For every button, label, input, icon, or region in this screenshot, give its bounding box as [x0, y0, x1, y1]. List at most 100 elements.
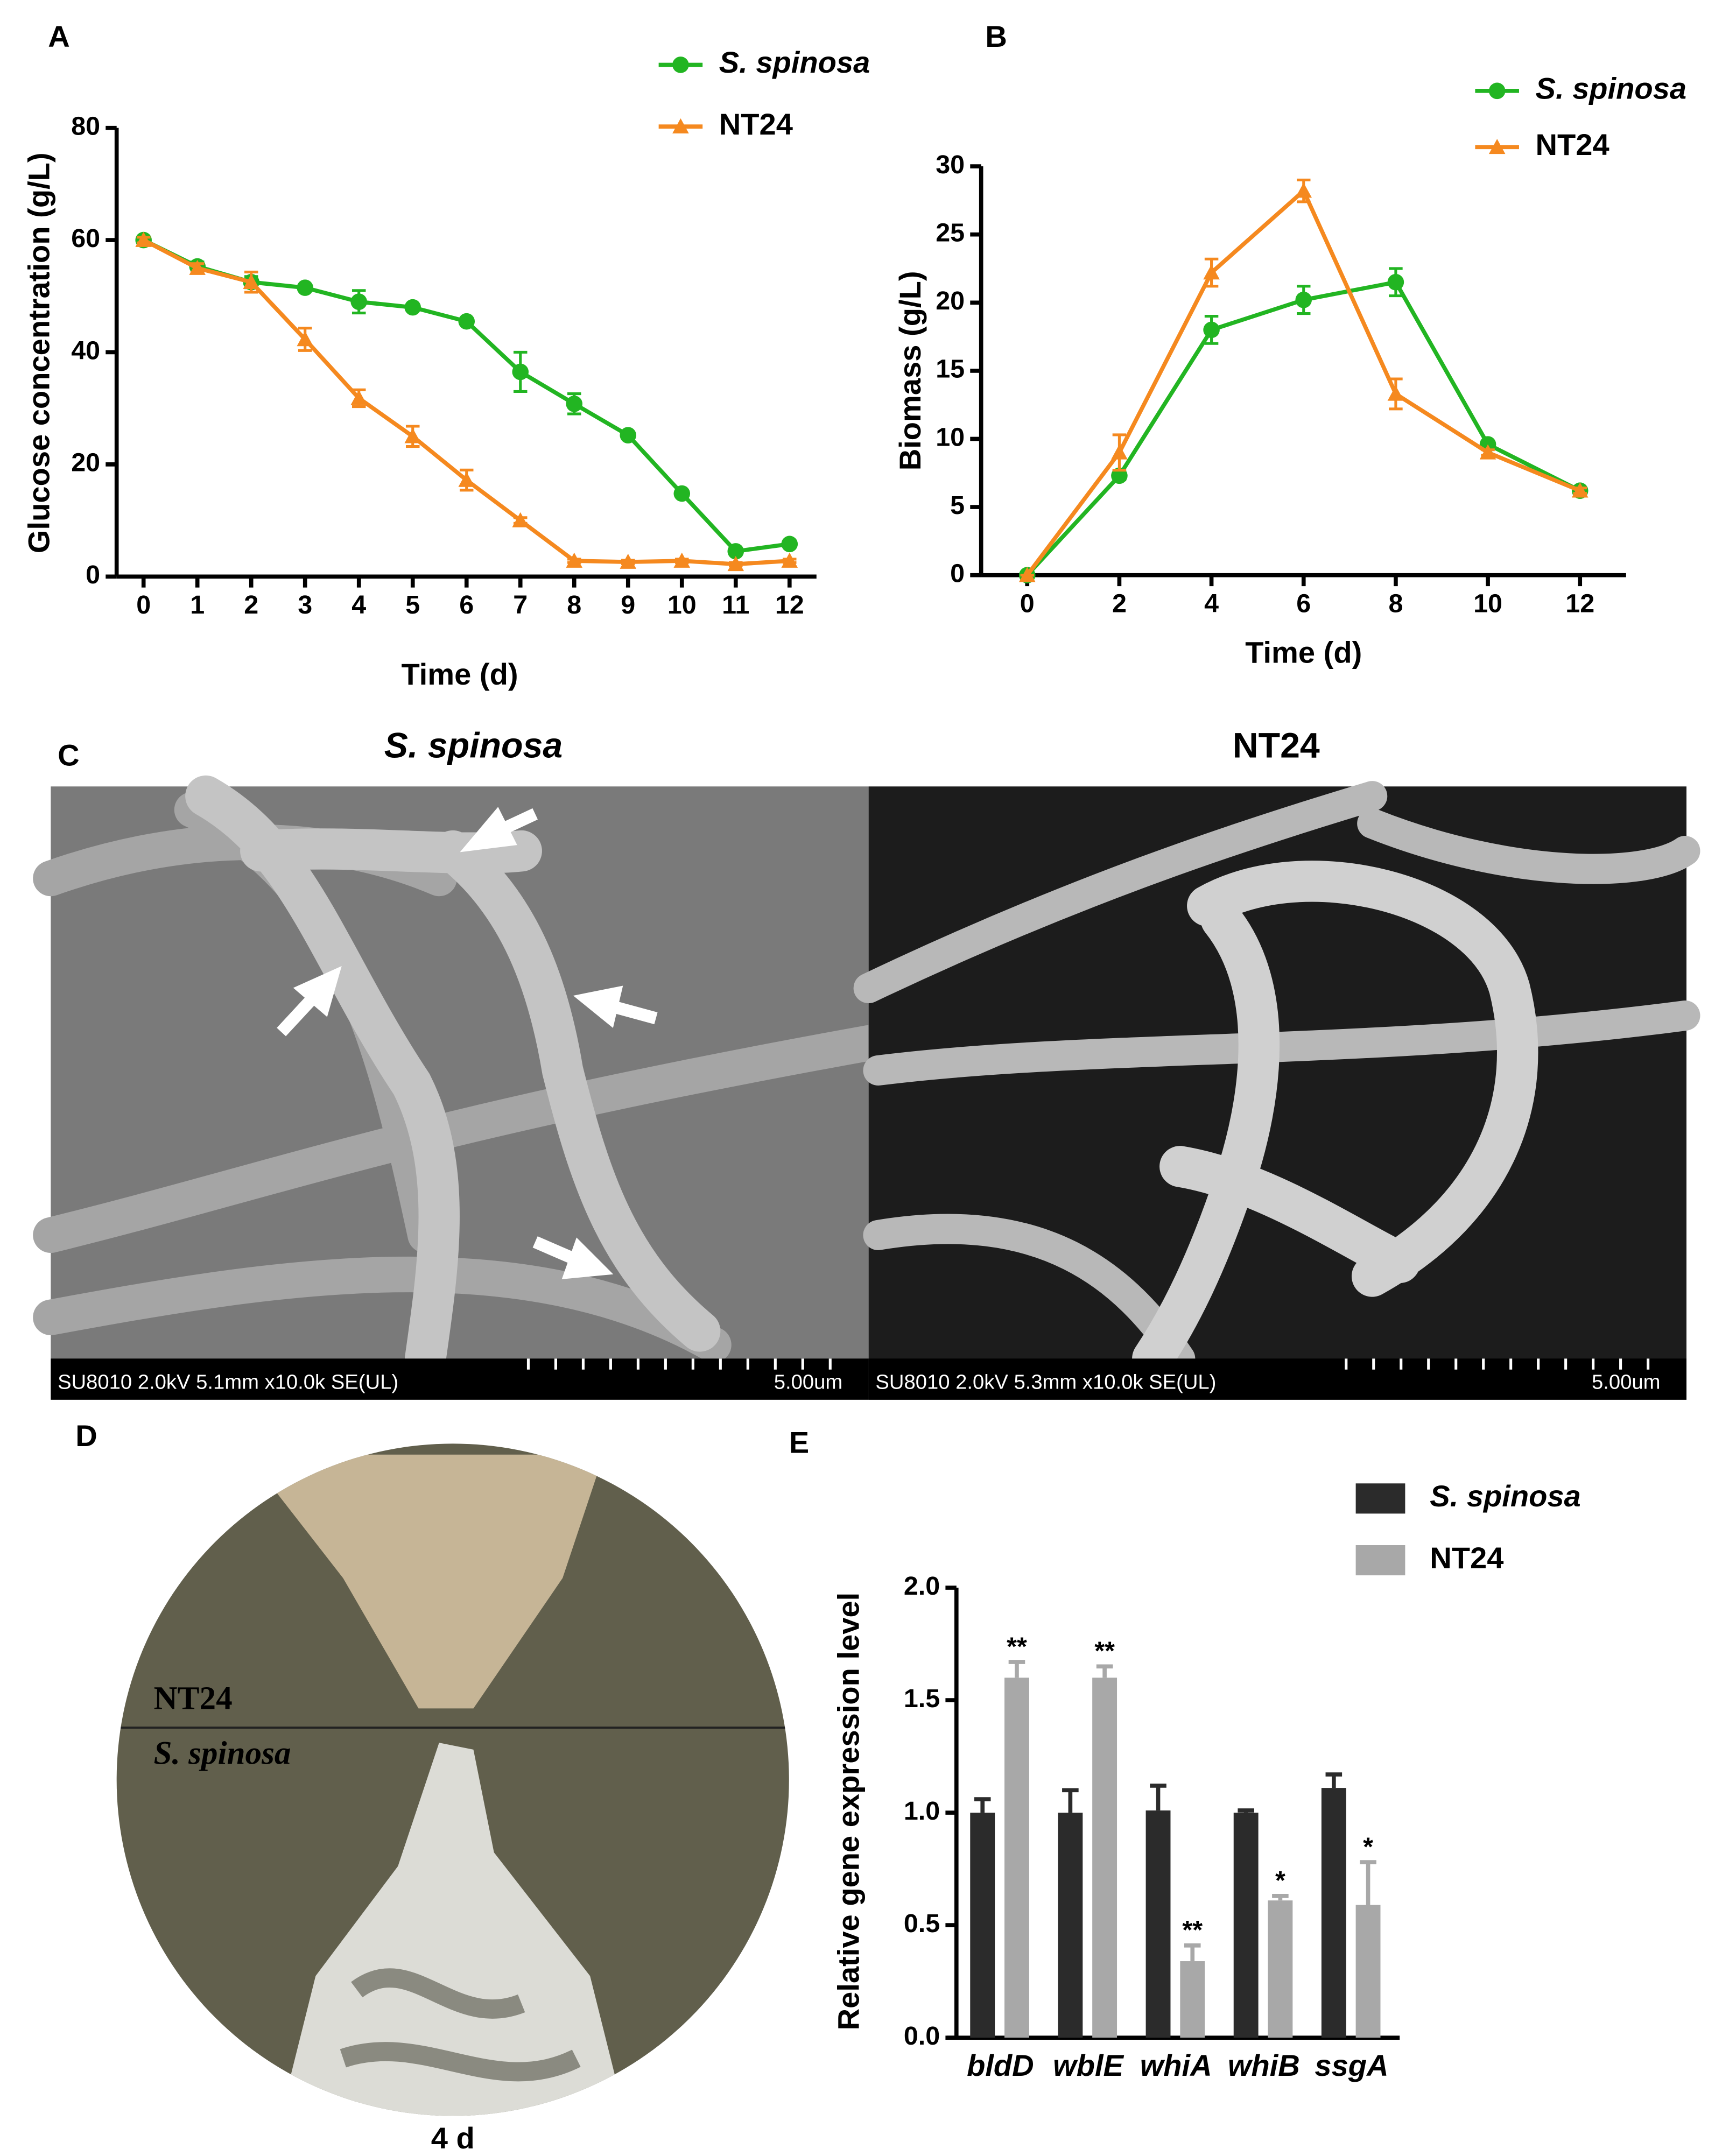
- point: [1387, 273, 1404, 291]
- x-tick-label: 2: [244, 590, 258, 619]
- error-bar: [974, 1797, 991, 1813]
- bar: [970, 1813, 995, 2038]
- y-axis-label: Relative gene expression level: [831, 1593, 865, 2031]
- y-tick-label: 40: [71, 336, 100, 365]
- image-title: NT24: [1233, 725, 1320, 765]
- error-bar: [1008, 1660, 1025, 1678]
- legend-label: NT24: [1536, 128, 1609, 161]
- x-tick-label: 8: [567, 590, 581, 619]
- sem-image-left: [33, 775, 887, 1400]
- point: [566, 396, 583, 412]
- error-bar: [1150, 1784, 1166, 1810]
- error-bar: [1238, 1808, 1254, 1813]
- bar: [1145, 1810, 1171, 2038]
- significance: **: [1094, 1637, 1115, 1666]
- y-tick-label: 20: [936, 286, 965, 315]
- x-tick-label: 11: [722, 590, 749, 619]
- plate-label: NT24: [154, 1680, 233, 1717]
- error-bar: [1325, 1772, 1343, 1788]
- significance: **: [1007, 1632, 1027, 1661]
- point: [673, 552, 691, 568]
- point: [727, 556, 744, 572]
- x-tick-label: 6: [1296, 589, 1311, 618]
- point: [1571, 482, 1589, 498]
- legend-label: NT24: [1430, 1541, 1503, 1575]
- point: [673, 485, 691, 502]
- point: [512, 363, 529, 381]
- point: [781, 536, 798, 553]
- point: [458, 313, 475, 330]
- point: [1203, 321, 1220, 339]
- sem-scale: 5.00um: [1592, 1370, 1660, 1393]
- plate-label: S. spinosa: [154, 1735, 291, 1772]
- legend-marker: [672, 118, 689, 133]
- x-axis-label: Time (d): [401, 657, 518, 691]
- x-tick-label: wblE: [1053, 2048, 1124, 2082]
- y-tick-label: 1.0: [904, 1796, 940, 1826]
- y-tick-label: 80: [71, 111, 100, 140]
- series-line: [143, 238, 790, 554]
- error-bar: [1062, 1788, 1079, 1813]
- y-tick-label: 20: [71, 448, 100, 477]
- legend-label: NT24: [719, 107, 793, 141]
- legend-marker: [672, 57, 689, 73]
- sem-caption: SU8010 2.0kV 5.3mm x10.0k SE(UL): [875, 1370, 1216, 1393]
- y-tick-label: 25: [936, 218, 965, 247]
- point: [350, 390, 368, 405]
- point: [1295, 182, 1312, 198]
- legend-label: S. spinosa: [719, 45, 870, 79]
- panel-label: B: [985, 19, 1007, 53]
- panel-label: D: [75, 1419, 97, 1453]
- point: [243, 273, 259, 289]
- point: [350, 293, 368, 310]
- point: [620, 427, 637, 443]
- point: [404, 428, 421, 443]
- sem-scale: 5.00um: [774, 1370, 842, 1393]
- legend-label: S. spinosa: [1536, 72, 1686, 105]
- x-tick-label: 6: [459, 590, 474, 619]
- bar: [1058, 1813, 1083, 2038]
- point: [404, 299, 421, 316]
- x-tick-label: 2: [1112, 589, 1127, 618]
- y-tick-label: 15: [936, 355, 965, 384]
- x-tick-label: 5: [405, 590, 420, 619]
- x-tick-label: whiB: [1228, 2048, 1300, 2082]
- x-tick-label: 12: [1565, 589, 1594, 618]
- panel-label: A: [48, 19, 70, 53]
- point: [135, 231, 152, 247]
- x-tick-label: 0: [1020, 589, 1035, 618]
- y-tick-label: 0: [950, 559, 965, 588]
- y-tick-label: 0.0: [904, 2021, 940, 2051]
- panel-label: C: [58, 738, 80, 772]
- legend-label: S. spinosa: [1430, 1479, 1580, 1513]
- series-line: [1025, 187, 1581, 577]
- point: [1111, 444, 1128, 460]
- significance: *: [1363, 1832, 1373, 1861]
- point: [1295, 291, 1312, 308]
- point: [189, 259, 206, 275]
- x-tick-label: 0: [136, 590, 151, 619]
- point: [566, 552, 583, 568]
- plate-photo: [116, 1443, 789, 2116]
- x-tick-label: 10: [667, 590, 697, 619]
- legend-swatch: [1355, 1545, 1405, 1576]
- point: [620, 553, 637, 569]
- bar: [1092, 1678, 1117, 2038]
- x-tick-label: 7: [513, 590, 528, 619]
- sem-caption: SU8010 2.0kV 5.1mm x10.0k SE(UL): [58, 1370, 398, 1393]
- legend-swatch: [1355, 1483, 1405, 1514]
- bar: [1268, 1900, 1293, 2038]
- bar: [1321, 1788, 1346, 2038]
- x-tick-label: 8: [1388, 589, 1403, 618]
- point: [1018, 567, 1036, 582]
- image-title: S. spinosa: [384, 725, 563, 765]
- significance: *: [1275, 1866, 1285, 1895]
- y-tick-label: 2.0: [904, 1572, 940, 1601]
- y-tick-label: 0: [86, 560, 100, 589]
- x-tick-label: ssgA: [1315, 2048, 1388, 2082]
- point: [781, 552, 798, 568]
- y-tick-label: 5: [950, 491, 965, 520]
- x-tick-label: whiA: [1140, 2048, 1212, 2082]
- point: [1203, 264, 1220, 280]
